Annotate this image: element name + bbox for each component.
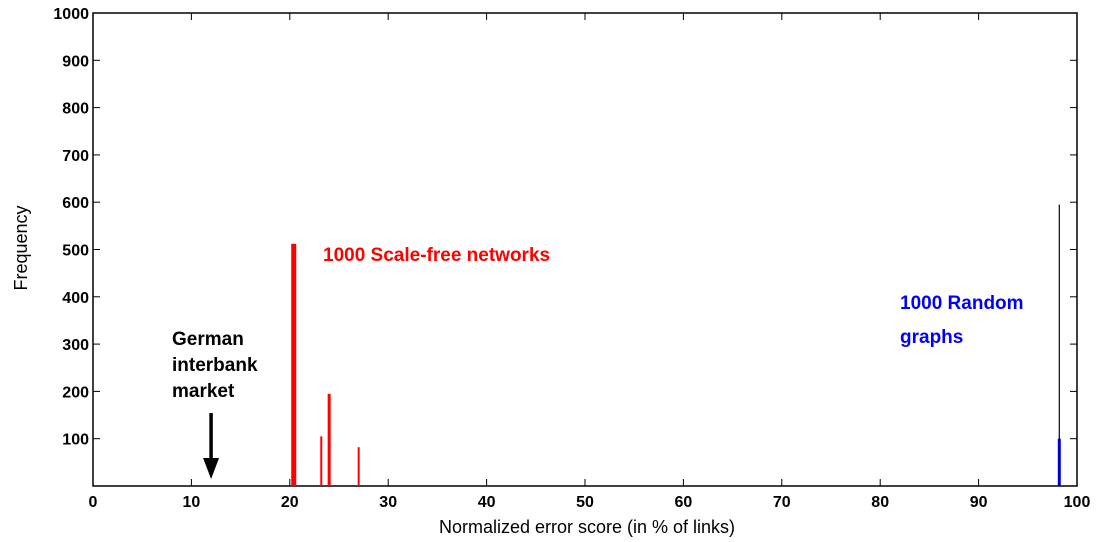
bar-scale-free bbox=[320, 436, 323, 486]
arrow-head bbox=[203, 458, 220, 479]
x-tick-label: 20 bbox=[281, 494, 299, 511]
x-tick-label: 10 bbox=[183, 494, 201, 511]
x-tick-label: 30 bbox=[379, 494, 397, 511]
x-tick-label: 40 bbox=[478, 494, 496, 511]
x-tick-label: 60 bbox=[675, 494, 693, 511]
series-label-random-line2: graphs bbox=[900, 327, 963, 348]
series-label-random-line1: 1000 Random bbox=[900, 293, 1024, 314]
plot-frame bbox=[92, 12, 1078, 487]
y-axis-label: Frequency bbox=[11, 205, 31, 290]
annotation-arrow bbox=[203, 413, 220, 479]
annotation-german-line3: market bbox=[172, 381, 235, 402]
y-tick-label: 700 bbox=[62, 148, 89, 165]
y-tick-label: 200 bbox=[62, 384, 89, 401]
plot-area-border bbox=[92, 12, 1078, 487]
y-tick-label: 400 bbox=[62, 290, 89, 307]
x-tick-label: 70 bbox=[773, 494, 791, 511]
x-tick-label: 50 bbox=[576, 494, 594, 511]
y-tick-label: 900 bbox=[62, 53, 89, 70]
y-tick-label: 600 bbox=[62, 195, 89, 212]
annotation-german-line1: German bbox=[172, 329, 244, 350]
bar-scale-free bbox=[291, 243, 297, 486]
bar-scale-free bbox=[327, 393, 331, 486]
bar-random bbox=[1058, 204, 1060, 486]
y-axis-ticks: 100 200 300 400 500 600 700 800 900 1000 bbox=[53, 6, 1077, 449]
x-tick-label: 80 bbox=[871, 494, 889, 511]
x-axis-ticks: 0 10 20 30 40 50 60 70 80 90 100 bbox=[89, 13, 1091, 511]
annotation-german-line2: interbank bbox=[172, 355, 258, 376]
x-tick-label: 100 bbox=[1064, 494, 1091, 511]
bars bbox=[291, 204, 1061, 486]
bar-scale-free bbox=[357, 447, 360, 486]
y-tick-label: 100 bbox=[62, 432, 89, 449]
y-tick-label: 500 bbox=[62, 243, 89, 260]
x-tick-label: 90 bbox=[970, 494, 988, 511]
y-tick-label: 800 bbox=[62, 101, 89, 118]
x-axis-label: Normalized error score (in % of links) bbox=[439, 517, 735, 537]
series-label-scale-free: 1000 Scale-free networks bbox=[323, 245, 550, 266]
y-tick-label: 300 bbox=[62, 337, 89, 354]
y-tick-label: 1000 bbox=[53, 6, 89, 23]
x-tick-label: 0 bbox=[89, 494, 98, 511]
